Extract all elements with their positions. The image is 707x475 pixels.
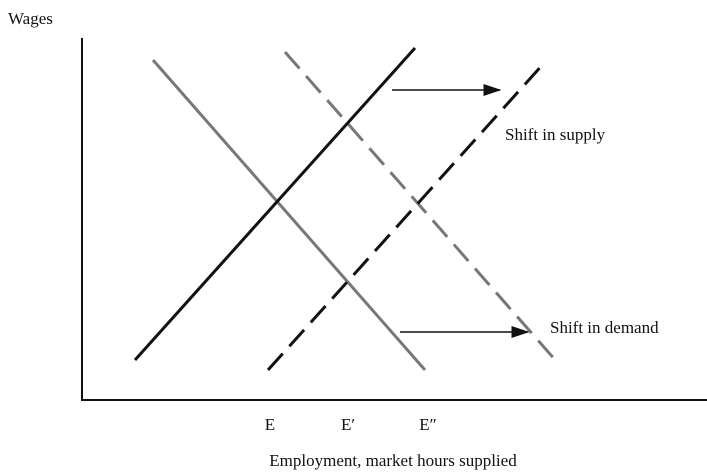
x-axis-label: Employment, market hours supplied [269,451,517,470]
shifted-supply-curve [266,60,547,372]
annotation: Shift in demand [550,318,659,337]
x-point-label: E″ [419,415,436,434]
x-point-label: E′ [341,415,355,434]
supply-curve [133,46,417,362]
demand-curve [151,59,427,371]
y-axis-label: Wages [8,9,53,28]
x-point-label: E [265,415,275,434]
annotation: Shift in supply [505,125,606,144]
shifted-demand-curve [283,51,559,363]
